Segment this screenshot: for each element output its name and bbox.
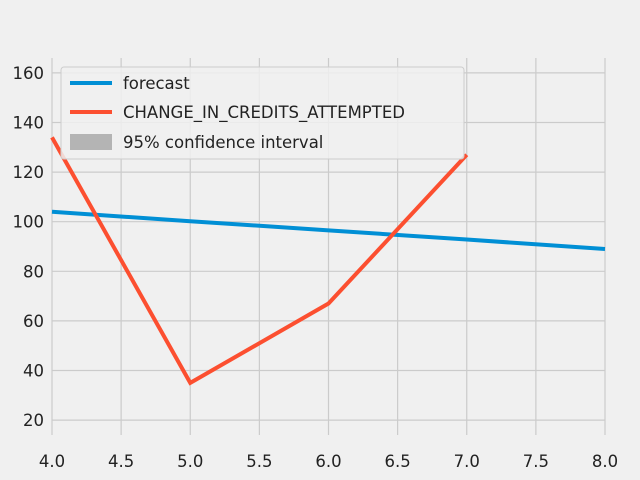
legend-label-change-in-credits: CHANGE_IN_CREDITS_ATTEMPTED [123, 103, 405, 123]
y-tick-label: 80 [23, 262, 44, 281]
legend: forecast CHANGE_IN_CREDITS_ATTEMPTED 95%… [60, 66, 465, 160]
legend-box [60, 66, 465, 160]
x-tick-label: 4.0 [39, 452, 65, 471]
y-tick-label: 20 [23, 411, 44, 430]
x-tick-label: 7.0 [454, 452, 480, 471]
x-tick-label: 6.0 [315, 452, 341, 471]
x-tick-label: 5.0 [177, 452, 203, 471]
x-tick-label: 8.0 [592, 452, 618, 471]
y-tick-label: 140 [13, 113, 45, 132]
y-tick-label: 100 [13, 213, 45, 232]
legend-label-confidence-interval: 95% confidence interval [123, 133, 323, 152]
x-tick-label: 4.5 [108, 452, 134, 471]
forecast-line [51, 209, 606, 251]
legend-label-forecast: forecast [123, 74, 190, 93]
change-in-credits-attempted-line [50, 136, 469, 386]
x-tick-label: 6.5 [385, 452, 411, 471]
x-tick-label: 5.5 [246, 452, 272, 471]
legend-swatch-confidence-interval [70, 134, 112, 150]
x-tick-label: 7.5 [523, 452, 549, 471]
y-tick-label: 40 [23, 362, 44, 381]
y-tick-label: 160 [13, 64, 45, 83]
series-lines [50, 136, 606, 386]
y-tick-label: 120 [13, 163, 45, 182]
tick-labels: 4.0 4.5 5.0 5.5 6.0 6.5 7.0 7.5 8.0 20 40 60 80 100 12… [13, 64, 619, 471]
y-tick-label: 60 [23, 312, 44, 331]
